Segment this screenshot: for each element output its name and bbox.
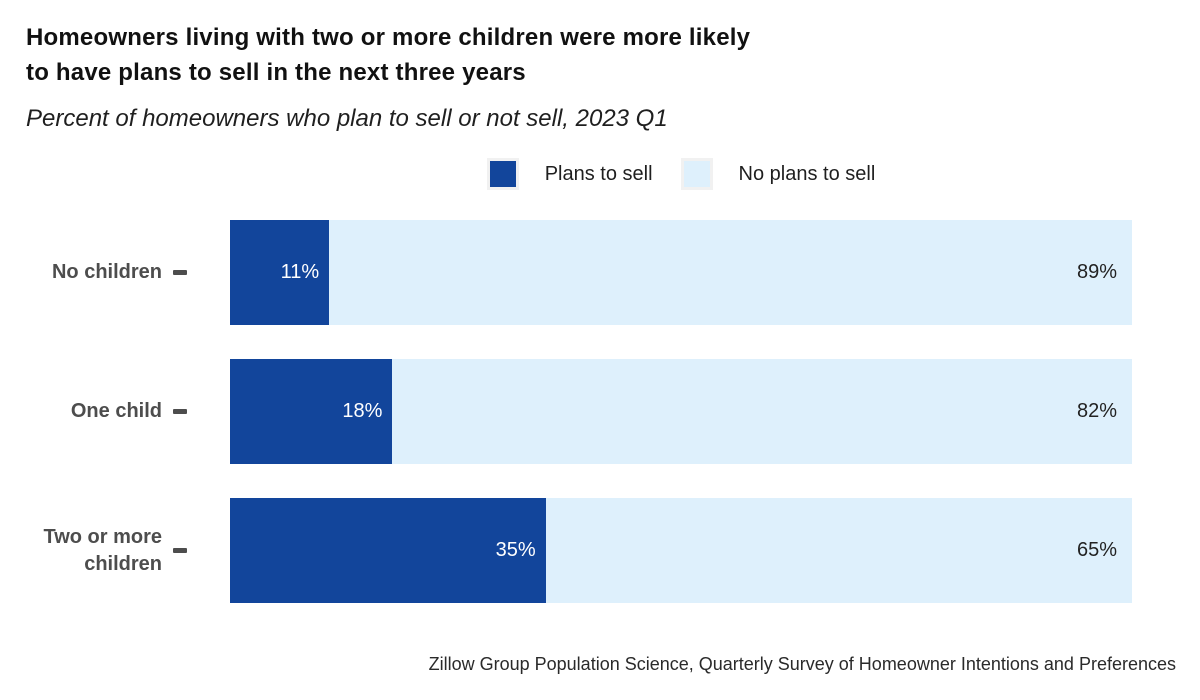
category-label: No children — [51, 261, 162, 283]
chart-title-line2: to have plans to sell in the next three … — [26, 59, 526, 86]
legend-label-plans-to-sell: Plans to sell — [544, 162, 653, 185]
axis-tick — [173, 409, 187, 414]
legend: Plans to sell No plans to sell — [230, 158, 1132, 190]
category-label: One child — [70, 400, 162, 422]
legend-item-no-plans-to-sell: No plans to sell — [680, 158, 876, 190]
value-label-no-plans-to-sell: 89% — [1076, 261, 1117, 283]
bar-segment-plans-to-sell: 11% — [230, 220, 330, 325]
category-label-area: One child — [0, 359, 230, 464]
category-label-area: No children — [0, 220, 230, 325]
bar-row-two-or-more-children: Two or more children 35% 65% — [0, 498, 1200, 603]
bar-segment-plans-to-sell: 18% — [230, 359, 393, 464]
value-label-no-plans-to-sell: 82% — [1076, 400, 1117, 422]
bar-row-no-children: No children 11% 89% — [0, 220, 1200, 325]
bar-track: 18% 82% — [230, 359, 1132, 464]
bar-track: 11% 89% — [230, 220, 1132, 325]
bar-row-one-child: One child 18% 82% — [0, 359, 1200, 464]
legend-label-no-plans-to-sell: No plans to sell — [738, 162, 876, 185]
value-label-plans-to-sell: 11% — [280, 261, 320, 283]
axis-tick — [173, 270, 187, 275]
bar-segment-no-plans-to-sell: 82% — [392, 359, 1132, 464]
bar-segment-plans-to-sell: 35% — [230, 498, 546, 603]
chart-subtitle: Percent of homeowners who plan to sell o… — [26, 105, 668, 132]
bar-track: 35% 65% — [230, 498, 1132, 603]
category-label: Two or more children — [43, 525, 162, 575]
source-attribution: Zillow Group Population Science, Quarter… — [428, 654, 1176, 674]
legend-item-plans-to-sell: Plans to sell — [486, 158, 653, 190]
chart-header: Homeowners living with two or more child… — [0, 20, 1200, 135]
bar-rows: No children 11% 89% One child 18% — [0, 220, 1200, 603]
chart-title: Homeowners living with two or more child… — [26, 20, 1160, 90]
value-label-plans-to-sell: 18% — [342, 400, 383, 422]
chart-title-line1: Homeowners living with two or more child… — [26, 24, 751, 51]
category-label-area: Two or more children — [0, 498, 230, 603]
bar-segment-no-plans-to-sell: 89% — [329, 220, 1132, 325]
bar-segment-no-plans-to-sell: 65% — [545, 498, 1132, 603]
legend-swatch-plans-to-sell — [486, 158, 519, 190]
value-label-no-plans-to-sell: 65% — [1076, 539, 1117, 561]
axis-tick — [173, 548, 187, 553]
legend-swatch-no-plans-to-sell — [680, 158, 713, 190]
value-label-plans-to-sell: 35% — [495, 539, 536, 561]
